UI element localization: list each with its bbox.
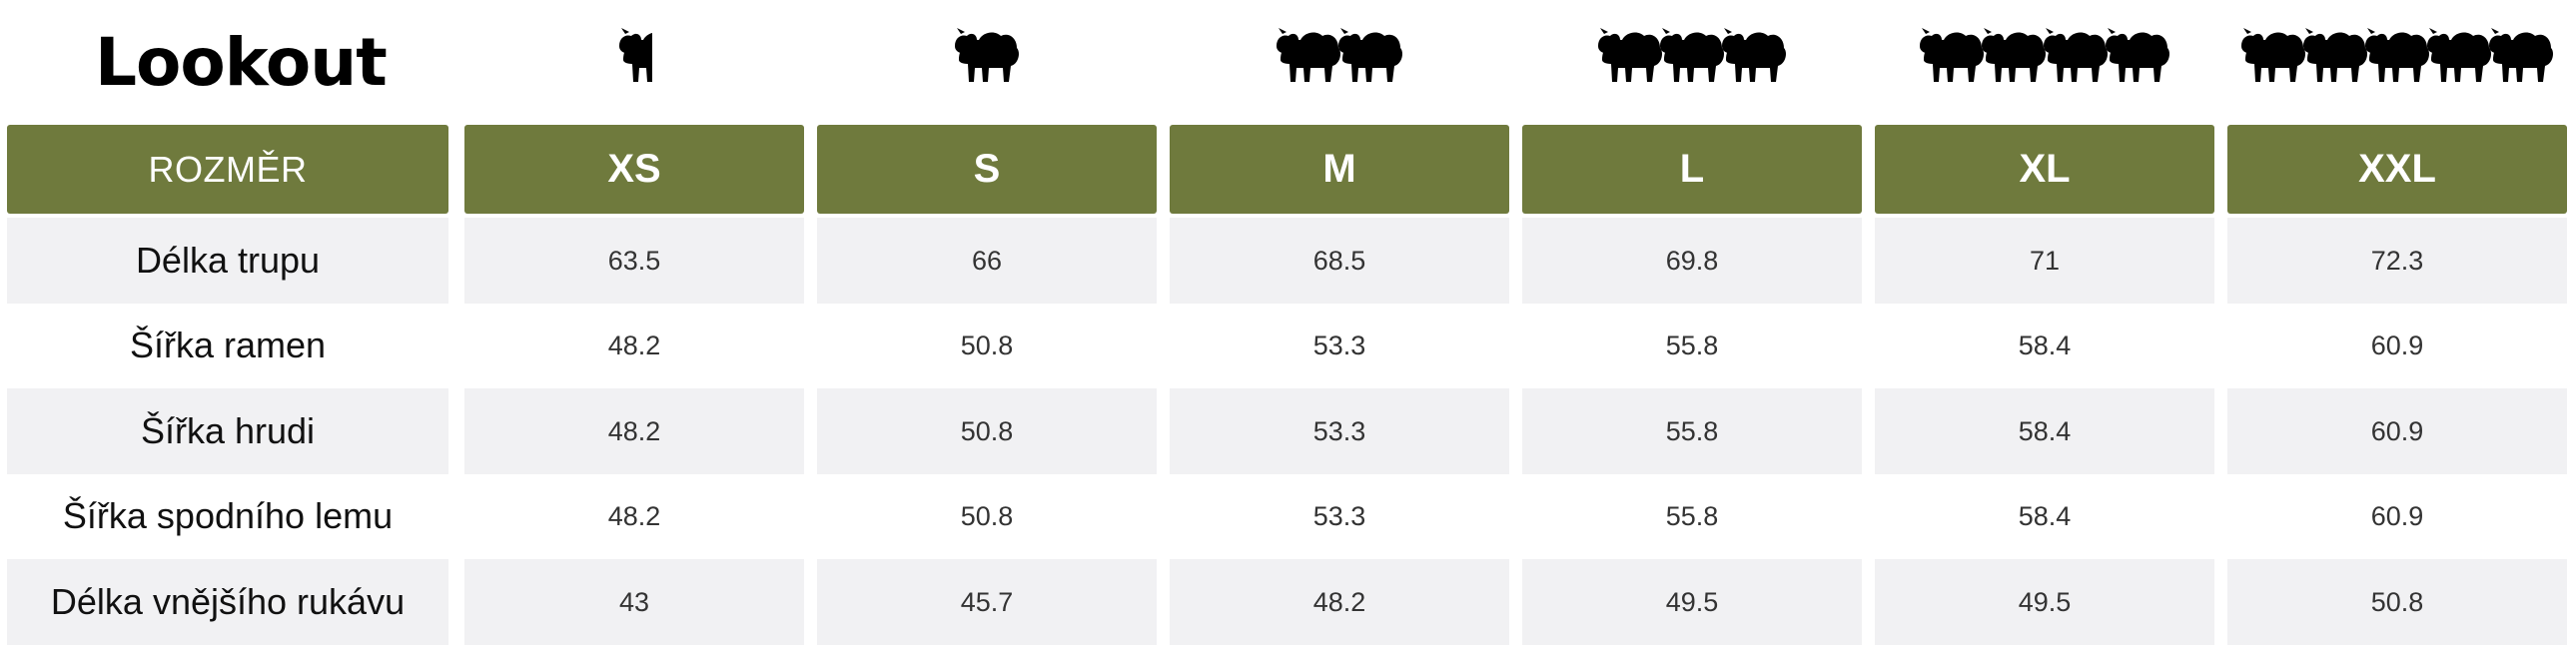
- sheep-icon: [2044, 28, 2108, 82]
- row-label: Šířka ramen: [129, 325, 327, 365]
- sheep-icon: [1598, 28, 1662, 82]
- size-header-m: M: [1170, 125, 1509, 214]
- sheep-icon: [2303, 28, 2367, 82]
- measure-cell: 48.2: [607, 329, 661, 360]
- measure-cell: 50.8: [817, 388, 1157, 474]
- measure-cell: 53.3: [1170, 388, 1509, 474]
- sheep-group-xxl: [2227, 20, 2567, 92]
- row-label: Šířka hrudi: [7, 388, 448, 474]
- size-header-l: L: [1522, 125, 1862, 214]
- sheep-icon: [1982, 28, 2046, 82]
- measure-cell: 55.8: [1522, 388, 1862, 474]
- size-header-s: S: [817, 125, 1157, 214]
- sheep-icon: [955, 28, 1019, 82]
- measure-cell: 63.5: [464, 218, 804, 304]
- row-label: Délka trupu: [7, 218, 448, 304]
- sheep-icon: [2427, 28, 2491, 82]
- sheep-icon: [2106, 28, 2169, 82]
- measure-cell: 50.8: [2227, 559, 2567, 645]
- sheep-group-xl: [1875, 20, 2214, 92]
- measure-cell: 48.2: [1170, 559, 1509, 645]
- sheep-icon: [2241, 28, 2305, 82]
- sheep-icon: [1722, 28, 1786, 82]
- measure-cell: 58.4: [1875, 388, 2214, 474]
- half-sheep-icon: [619, 28, 652, 82]
- measure-cell: 48.2: [607, 500, 661, 531]
- sheep-group-m: [1170, 20, 1509, 92]
- measure-cell: 66: [817, 218, 1157, 304]
- measure-cell: 53.3: [1312, 500, 1366, 531]
- sheep-icon: [1277, 28, 1340, 82]
- measure-cell: 43: [464, 559, 804, 645]
- size-header-xl: XL: [1875, 125, 2214, 214]
- measure-cell: 50.8: [960, 329, 1014, 360]
- sheep-icon: [1338, 28, 1402, 82]
- measure-cell: 68.5: [1170, 218, 1509, 304]
- sheep-icon: [1660, 28, 1724, 82]
- measure-cell: 60.9: [2370, 329, 2424, 360]
- sheep-icon: [2365, 28, 2429, 82]
- row-label: Délka vnějšího rukávu: [7, 559, 448, 645]
- measure-cell: 55.8: [1665, 329, 1719, 360]
- measure-cell: 45.7: [817, 559, 1157, 645]
- measure-cell: 60.9: [2227, 388, 2567, 474]
- sheep-group-l: [1522, 20, 1862, 92]
- size-header-xxl: XXL: [2227, 125, 2567, 214]
- brand-title: Lookout: [95, 24, 388, 101]
- measure-cell: 72.3: [2227, 218, 2567, 304]
- sheep-group-s: [817, 20, 1157, 92]
- measure-cell: 49.5: [1875, 559, 2214, 645]
- measure-cell: 48.2: [464, 388, 804, 474]
- measure-cell: 71: [1875, 218, 2214, 304]
- measure-cell: 58.4: [2018, 329, 2072, 360]
- sheep-icon: [1920, 28, 1984, 82]
- measure-cell: 53.3: [1312, 329, 1366, 360]
- measure-cell: 55.8: [1665, 500, 1719, 531]
- measure-cell: 58.4: [2018, 500, 2072, 531]
- row-label: Šířka spodního lemu: [62, 495, 394, 536]
- size-header-xs: XS: [464, 125, 804, 214]
- measure-cell: 69.8: [1522, 218, 1862, 304]
- sheep-group-xs: [464, 20, 804, 92]
- measure-cell: 60.9: [2370, 500, 2424, 531]
- measure-cell: 50.8: [960, 500, 1014, 531]
- measure-cell: 49.5: [1522, 559, 1862, 645]
- sheep-icon: [2489, 28, 2553, 82]
- header-label: ROZMĚR: [7, 125, 448, 214]
